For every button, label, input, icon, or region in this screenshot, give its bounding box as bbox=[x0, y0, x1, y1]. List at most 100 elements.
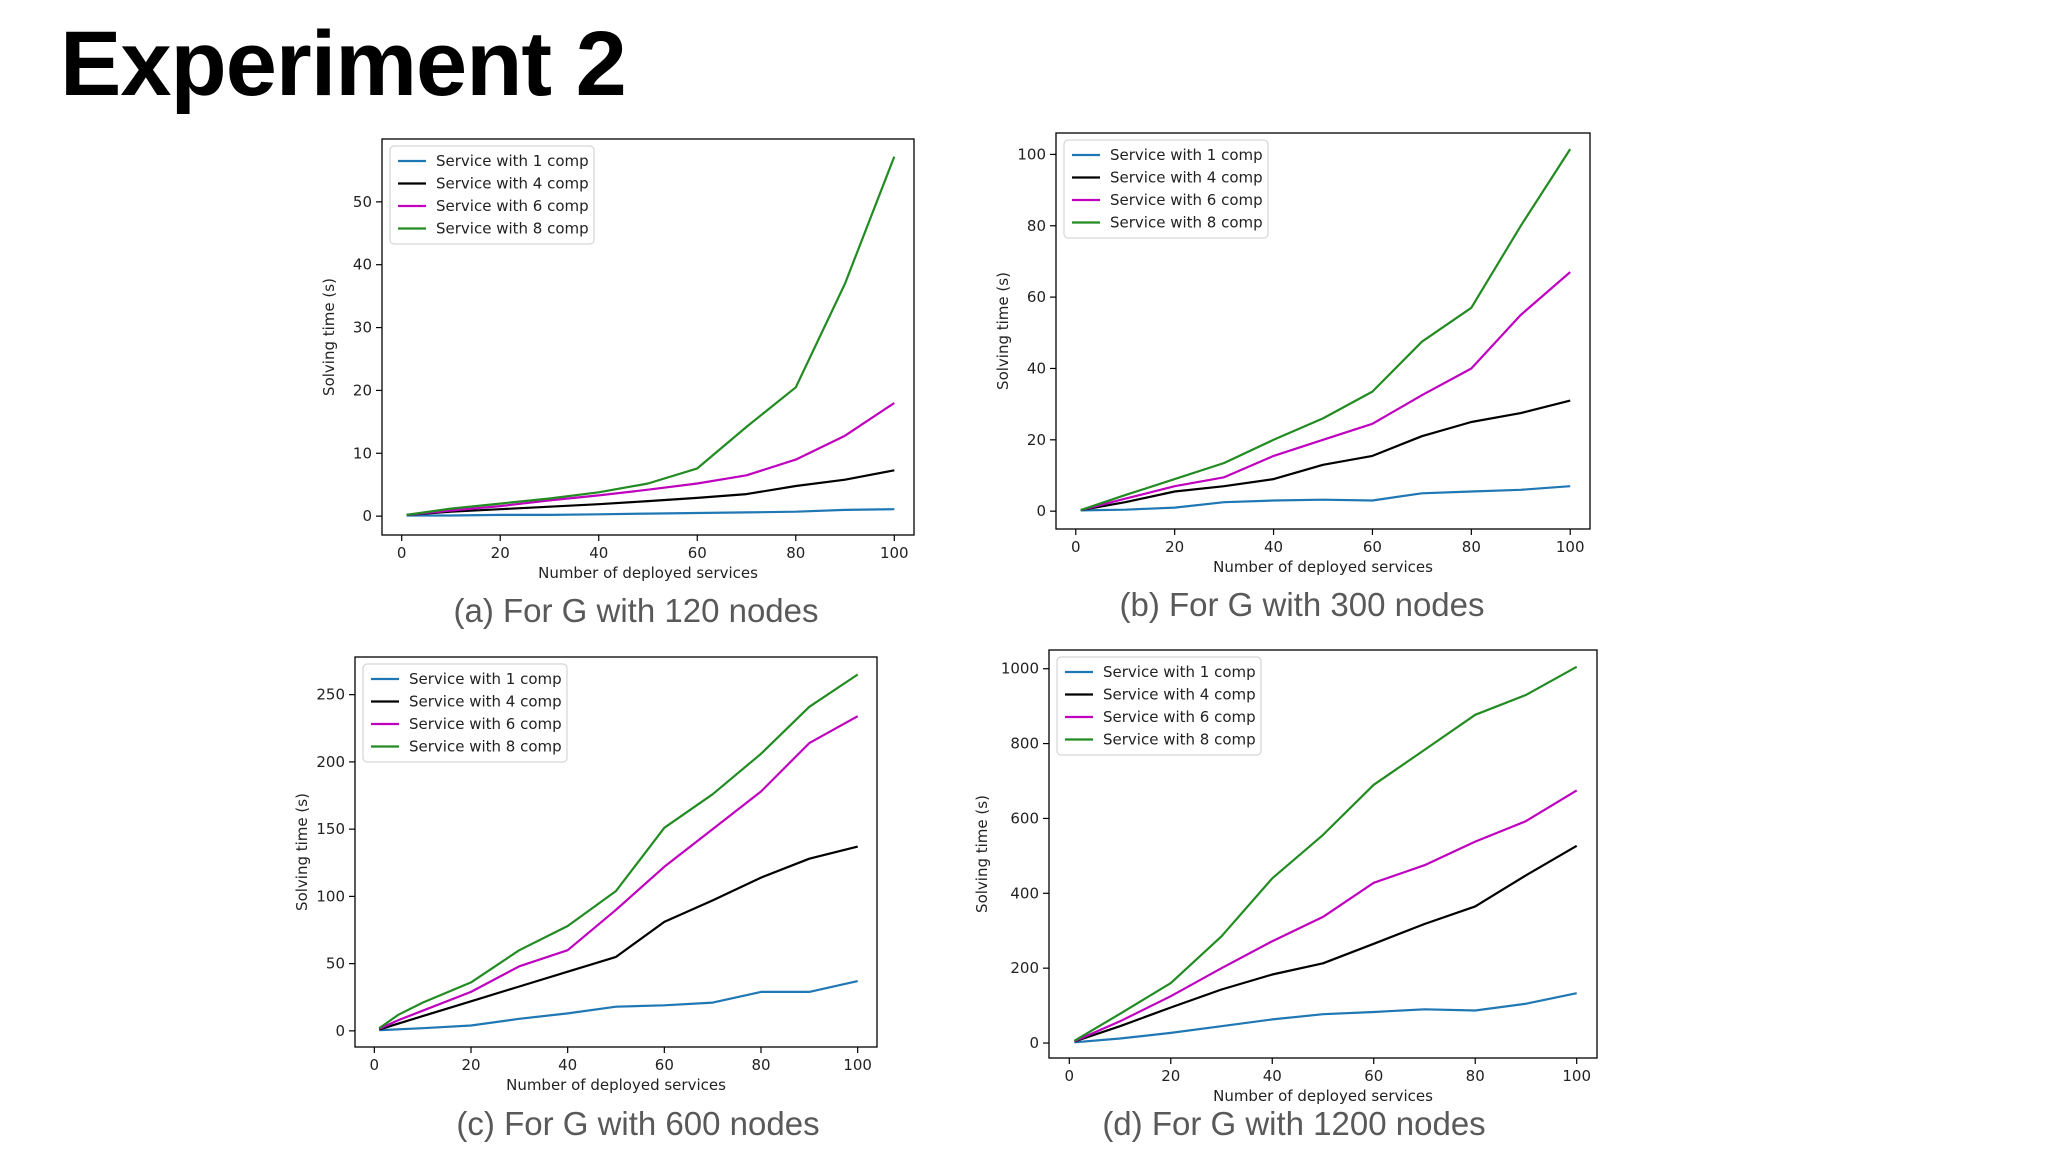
y-tick-label-c: 200 bbox=[316, 753, 345, 771]
slide-title: Experiment 2 bbox=[60, 13, 627, 115]
y-tick-label-c: 150 bbox=[316, 820, 345, 838]
x-tick-label-c: 60 bbox=[655, 1056, 674, 1074]
x-axis-label-b: Number of deployed services bbox=[1213, 558, 1433, 576]
y-tick-label-d: 400 bbox=[1010, 884, 1039, 902]
x-tick-label-a: 0 bbox=[397, 544, 407, 562]
series-line-b-1 bbox=[1080, 485, 1571, 512]
legend-label-c-1: Service with 1 comp bbox=[409, 670, 562, 688]
legend-label-d-3: Service with 6 comp bbox=[1103, 708, 1256, 726]
legend-label-c-4: Service with 8 comp bbox=[409, 738, 562, 756]
y-axis-label-a: Solving time (s) bbox=[320, 278, 338, 396]
series-line-c-4 bbox=[378, 673, 859, 1030]
y-tick-label-d: 0 bbox=[1029, 1034, 1039, 1052]
x-tick-label-a: 80 bbox=[786, 544, 805, 562]
x-tick-label-d: 80 bbox=[1466, 1067, 1485, 1085]
y-tick-label-c: 100 bbox=[316, 887, 345, 905]
legend-label-c-2: Service with 4 comp bbox=[409, 693, 562, 711]
y-tick-label-b: 40 bbox=[1027, 359, 1046, 377]
y-tick-label-b: 100 bbox=[1017, 145, 1046, 163]
series-line-d-3 bbox=[1073, 789, 1578, 1043]
series-line-c-1 bbox=[379, 980, 858, 1032]
y-tick-label-c: 50 bbox=[326, 955, 345, 973]
x-tick-label-b: 100 bbox=[1556, 538, 1585, 556]
x-tick-label-a: 40 bbox=[589, 544, 608, 562]
x-tick-label-c: 0 bbox=[370, 1056, 380, 1074]
y-tick-label-b: 20 bbox=[1027, 431, 1046, 449]
legend-label-d-2: Service with 4 comp bbox=[1103, 686, 1256, 704]
legend-label-a-1: Service with 1 comp bbox=[436, 152, 589, 170]
series-line-a-2 bbox=[406, 469, 895, 516]
series-line-b-3 bbox=[1080, 271, 1571, 512]
y-axis-label-c: Solving time (s) bbox=[293, 793, 311, 911]
legend-label-d-1: Service with 1 comp bbox=[1103, 663, 1256, 681]
series-line-c-2 bbox=[378, 845, 858, 1031]
y-tick-label-a: 10 bbox=[353, 444, 372, 462]
x-tick-label-b: 20 bbox=[1165, 538, 1184, 556]
x-tick-label-d: 40 bbox=[1263, 1067, 1282, 1085]
x-tick-label-d: 100 bbox=[1562, 1067, 1591, 1085]
y-axis-label-b: Solving time (s) bbox=[994, 272, 1012, 390]
x-tick-label-b: 60 bbox=[1363, 538, 1382, 556]
y-tick-label-d: 800 bbox=[1010, 735, 1039, 753]
y-tick-label-b: 80 bbox=[1027, 217, 1046, 235]
x-tick-label-d: 0 bbox=[1065, 1067, 1075, 1085]
x-tick-label-d: 20 bbox=[1161, 1067, 1180, 1085]
plot-frame-c bbox=[354, 656, 878, 1048]
legend-label-c-3: Service with 6 comp bbox=[409, 715, 562, 733]
y-tick-label-c: 0 bbox=[335, 1022, 345, 1040]
x-tick-label-c: 80 bbox=[751, 1056, 770, 1074]
legend-label-a-4: Service with 8 comp bbox=[436, 220, 589, 238]
series-line-d-4 bbox=[1073, 665, 1578, 1042]
y-tick-label-b: 60 bbox=[1027, 288, 1046, 306]
x-tick-label-a: 100 bbox=[880, 544, 909, 562]
caption-a: (a) For G with 120 nodes bbox=[453, 592, 819, 629]
series-line-d-1 bbox=[1074, 992, 1577, 1044]
y-axis-label-d: Solving time (s) bbox=[973, 795, 991, 913]
caption-c: (c) For G with 600 nodes bbox=[456, 1105, 820, 1142]
legend-box-a bbox=[389, 145, 595, 245]
x-tick-label-d: 60 bbox=[1364, 1067, 1383, 1085]
legend-label-a-2: Service with 4 comp bbox=[436, 175, 589, 193]
x-tick-label-b: 0 bbox=[1071, 538, 1081, 556]
legend-box-b bbox=[1063, 139, 1269, 239]
x-axis-label-a: Number of deployed services bbox=[538, 564, 758, 582]
y-tick-label-a: 30 bbox=[353, 319, 372, 337]
series-line-d-2 bbox=[1074, 844, 1578, 1043]
legend-label-b-2: Service with 4 comp bbox=[1110, 169, 1263, 187]
plot-frame-b bbox=[1055, 132, 1591, 530]
y-tick-label-a: 40 bbox=[353, 256, 372, 274]
caption-b: (b) For G with 300 nodes bbox=[1119, 586, 1485, 623]
legend-box-d bbox=[1056, 656, 1262, 756]
legend-label-b-4: Service with 8 comp bbox=[1110, 214, 1263, 232]
x-tick-label-a: 60 bbox=[688, 544, 707, 562]
x-tick-label-a: 20 bbox=[491, 544, 510, 562]
y-tick-label-d: 200 bbox=[1010, 959, 1039, 977]
y-tick-label-a: 50 bbox=[353, 193, 372, 211]
y-tick-label-c: 250 bbox=[316, 686, 345, 704]
series-line-a-3 bbox=[406, 402, 895, 516]
x-tick-label-b: 40 bbox=[1264, 538, 1283, 556]
y-tick-label-a: 20 bbox=[353, 381, 372, 399]
series-line-b-2 bbox=[1080, 399, 1571, 512]
x-tick-label-b: 80 bbox=[1462, 538, 1481, 556]
plot-frame-d bbox=[1048, 649, 1598, 1059]
y-tick-label-a: 0 bbox=[362, 507, 372, 525]
x-tick-label-c: 100 bbox=[843, 1056, 872, 1074]
legend-box-c bbox=[362, 663, 568, 763]
series-line-b-4 bbox=[1080, 148, 1572, 512]
y-tick-label-b: 0 bbox=[1036, 502, 1046, 520]
legend-label-d-4: Service with 8 comp bbox=[1103, 731, 1256, 749]
y-tick-label-d: 1000 bbox=[1001, 660, 1039, 678]
legend-label-b-3: Service with 6 comp bbox=[1110, 191, 1263, 209]
x-tick-label-c: 40 bbox=[558, 1056, 577, 1074]
y-tick-label-d: 600 bbox=[1010, 809, 1039, 827]
x-axis-label-d: Number of deployed services bbox=[1213, 1087, 1433, 1105]
x-axis-label-c: Number of deployed services bbox=[506, 1076, 726, 1094]
series-line-c-3 bbox=[378, 715, 859, 1030]
series-line-a-4 bbox=[406, 156, 896, 516]
series-line-a-1 bbox=[406, 508, 895, 517]
legend-label-a-3: Service with 6 comp bbox=[436, 197, 589, 215]
